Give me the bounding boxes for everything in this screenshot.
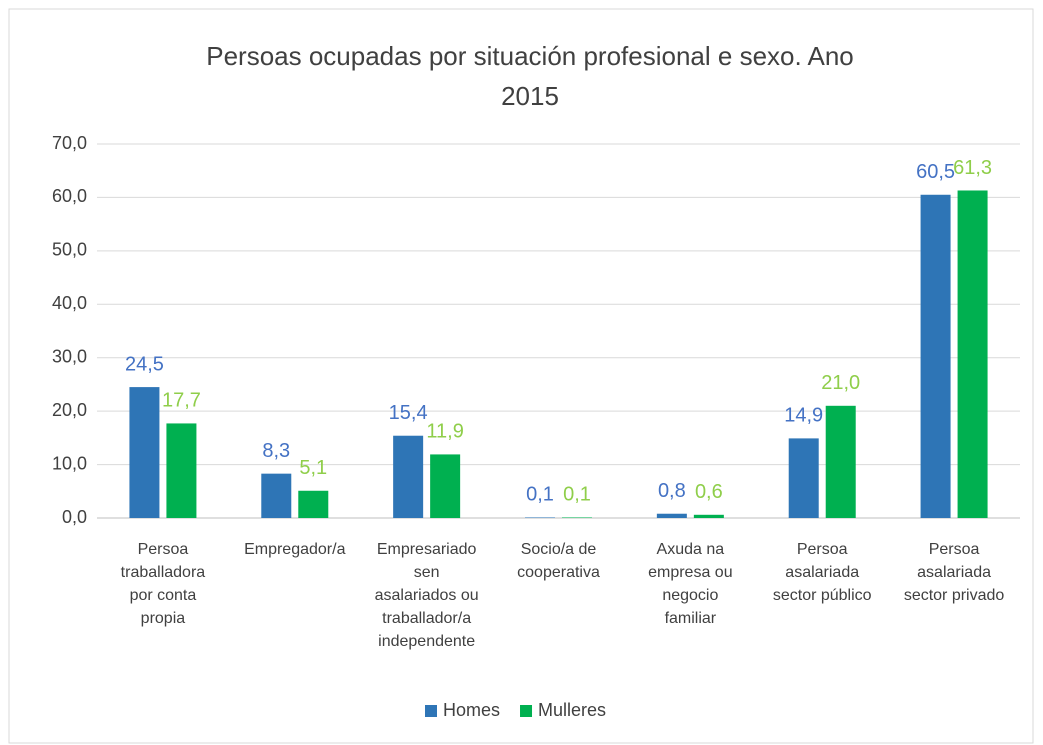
chart-title: Persoas ocupadas por situación profesion… bbox=[206, 41, 854, 111]
bar bbox=[129, 387, 160, 518]
y-tick-label: 70,0 bbox=[52, 133, 87, 153]
legend-swatch bbox=[520, 705, 533, 717]
data-label: 60,5 bbox=[916, 161, 955, 183]
data-label: 61,3 bbox=[953, 157, 992, 179]
bar bbox=[788, 438, 819, 518]
y-tick-label: 60,0 bbox=[52, 186, 87, 206]
bar bbox=[430, 454, 461, 518]
y-tick-label: 0,0 bbox=[62, 507, 87, 527]
data-label: 21,0 bbox=[821, 372, 860, 394]
x-tick-label: Empresariado sen asalariados ou traballador… bbox=[375, 541, 479, 650]
bar bbox=[693, 514, 724, 518]
data-label: 15,4 bbox=[389, 402, 428, 424]
bar bbox=[298, 490, 329, 518]
bar bbox=[525, 517, 555, 518]
bar bbox=[166, 423, 197, 518]
bar bbox=[393, 435, 424, 518]
data-label: 24,5 bbox=[125, 353, 164, 375]
legend-label: Mulleres bbox=[538, 700, 606, 720]
x-tick-label: Persoa asalariada sector público bbox=[773, 541, 872, 604]
y-tick-label: 10,0 bbox=[52, 453, 87, 473]
data-label: 14,9 bbox=[784, 405, 823, 427]
y-tick-label: 50,0 bbox=[52, 240, 87, 260]
x-tick-label: Persoa traballadora por conta propia bbox=[121, 541, 206, 627]
data-label: 17,7 bbox=[162, 390, 201, 412]
x-tick-label: Axuda na empresa ou negocio familiar bbox=[648, 541, 733, 627]
bar bbox=[825, 405, 856, 518]
data-label: 5,1 bbox=[299, 457, 327, 479]
bar bbox=[920, 194, 951, 518]
y-tick-label: 20,0 bbox=[52, 400, 87, 420]
y-tick-label: 40,0 bbox=[52, 293, 87, 313]
data-label: 11,9 bbox=[426, 421, 463, 443]
bar bbox=[957, 190, 988, 519]
data-label: 0,6 bbox=[695, 481, 723, 503]
chart-frame bbox=[8, 8, 1034, 744]
legend-label: Homes bbox=[443, 700, 500, 720]
x-tick-label: Empregador/a bbox=[244, 541, 345, 558]
data-label: 0,1 bbox=[526, 484, 554, 506]
legend-swatch bbox=[425, 705, 437, 717]
data-label: 0,1 bbox=[563, 484, 591, 506]
bar bbox=[562, 517, 592, 518]
data-label: 8,3 bbox=[262, 440, 290, 462]
y-tick-label: 30,0 bbox=[52, 346, 87, 366]
bar bbox=[656, 513, 687, 518]
bar bbox=[261, 473, 292, 518]
x-tick-label: Socio/a de cooperativa bbox=[517, 541, 600, 581]
data-label: 0,8 bbox=[658, 480, 686, 502]
x-tick-label: Persoa asalariada sector privado bbox=[904, 541, 1005, 604]
